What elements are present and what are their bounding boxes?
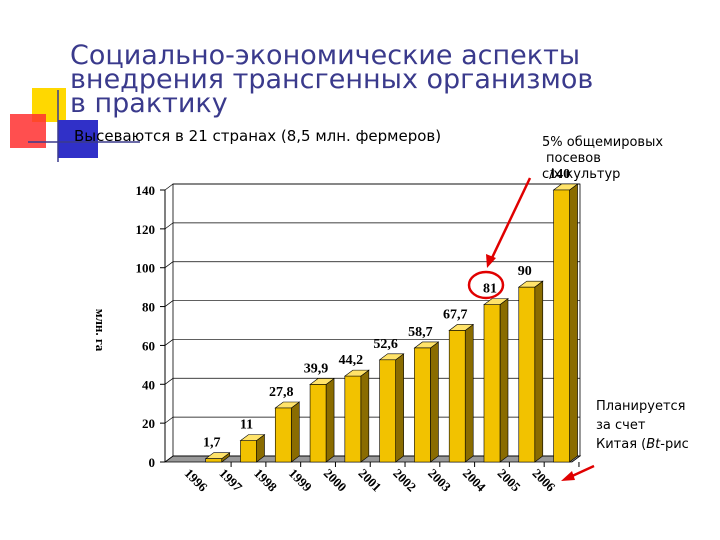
x-tick-label: 2000 — [321, 466, 350, 495]
bar — [239, 434, 266, 463]
bar-side — [464, 323, 474, 463]
x-tick-label: 2004 — [460, 466, 489, 495]
value-label: 1,7 — [203, 436, 221, 451]
value-label: 90 — [518, 264, 532, 279]
annotation-part: Bt — [646, 437, 661, 452]
bar-side — [534, 280, 544, 463]
bar-front — [553, 189, 570, 463]
value-label: 39,9 — [304, 361, 329, 376]
x-tick-label: 2002 — [390, 466, 419, 495]
value-label: 81 — [483, 282, 497, 297]
bar — [309, 377, 335, 463]
bar-front — [240, 440, 257, 463]
bar-side — [290, 401, 300, 463]
grid-line — [164, 300, 174, 307]
bar-front — [344, 375, 362, 463]
bar-front — [274, 407, 292, 463]
callouts — [467, 177, 595, 481]
value-label: 27,8 — [269, 385, 294, 400]
x-tick-label: 1996 — [182, 466, 211, 495]
grid-line — [164, 455, 174, 463]
bar — [448, 323, 475, 463]
grid-line — [164, 378, 174, 385]
bar — [552, 183, 579, 463]
y-tick-label: 140 — [136, 183, 156, 198]
value-label: 11 — [240, 418, 253, 433]
grid-line — [164, 222, 174, 230]
bar-side — [499, 298, 509, 463]
value-label: 58,7 — [408, 325, 433, 340]
annotation: посевов — [546, 151, 601, 166]
subtitle: Высеваются в 21 странах (8,5 млн. фермер… — [74, 127, 441, 145]
grid-line — [164, 183, 174, 191]
bar-side — [569, 183, 578, 463]
value-label: 140 — [549, 167, 570, 182]
y-tick-label: 120 — [136, 222, 156, 237]
grid-line — [164, 261, 174, 268]
bar — [517, 280, 544, 463]
x-tick-label: 1999 — [286, 466, 315, 495]
bar-front — [483, 304, 501, 463]
x-tick-label: 2006 — [529, 466, 558, 495]
value-label: 52,6 — [373, 337, 398, 352]
bar-side — [395, 353, 404, 463]
x-tick-label: 2003 — [425, 466, 454, 495]
y-tick-label: 80 — [142, 300, 155, 315]
y-tick-label: 20 — [142, 416, 155, 431]
y-tick-label: 40 — [142, 377, 155, 392]
annotation: Китая (Bt-рис — [596, 437, 689, 452]
annotation: Планируется — [596, 399, 685, 414]
bar — [204, 452, 231, 463]
grid-line — [164, 339, 174, 346]
y-tick-label: 60 — [142, 338, 155, 353]
value-label: 44,2 — [339, 353, 364, 368]
y-tick-label: 0 — [149, 455, 156, 470]
annotation: 5% общемировых — [542, 135, 663, 150]
plot: 0 20 40 60 80 100 120 140 1996 1,7 1997 11 1998 27,8 1… — [136, 167, 582, 495]
decor — [10, 88, 140, 162]
bar — [343, 369, 370, 463]
bar-front — [518, 286, 536, 463]
bar-side — [430, 341, 439, 463]
title-line: Социально-экономические аспекты — [70, 40, 580, 71]
annotation-part: -рис — [660, 437, 689, 452]
bar — [378, 353, 405, 463]
bar-front — [309, 384, 327, 463]
bar-side — [360, 369, 370, 463]
bar-front — [448, 330, 466, 463]
bar-front — [379, 359, 396, 463]
x-tick-label: 2001 — [356, 466, 385, 495]
bar — [483, 298, 509, 463]
x-tick-label: 1997 — [216, 466, 245, 495]
y-tick-label: 100 — [136, 261, 156, 276]
grid-line — [164, 416, 174, 424]
bar-side — [325, 377, 335, 463]
bar-front — [414, 347, 431, 463]
title-line: в практику — [70, 88, 228, 119]
value-label: 67,7 — [443, 307, 468, 322]
bar-front — [205, 458, 223, 463]
x-tick-label: 2005 — [495, 466, 524, 495]
annotation-part: Китая ( — [596, 437, 646, 452]
bar — [413, 341, 440, 463]
annotation: с/х культур — [542, 167, 620, 182]
annotation: за счет — [596, 418, 646, 433]
y-axis-label: млн. га — [93, 309, 108, 352]
bar — [274, 401, 301, 463]
x-tick-label: 1998 — [251, 466, 280, 495]
title-line: внедрения трансгенных организмов — [70, 64, 593, 95]
